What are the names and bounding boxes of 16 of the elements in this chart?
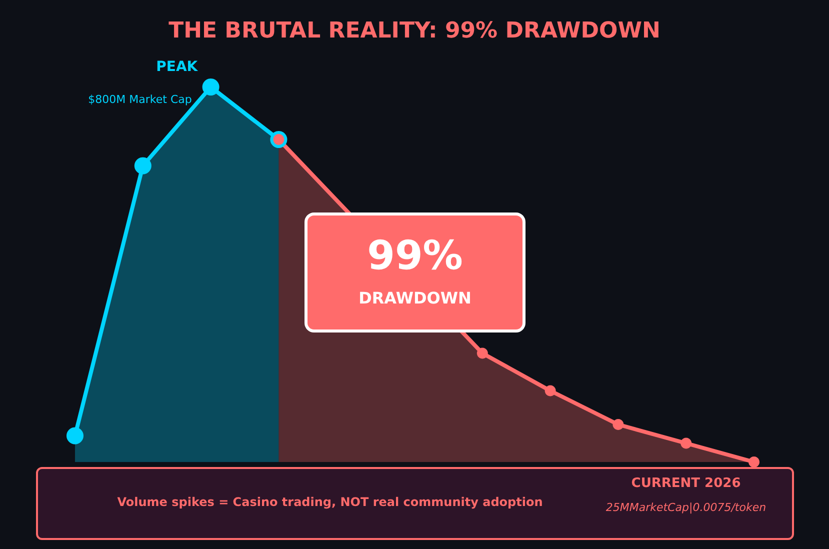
text: CURRENT 2026 [631, 476, 741, 491]
point [680, 438, 692, 449]
point [544, 385, 556, 396]
text: 25MMarketCap|0.0075/token [606, 501, 766, 514]
point [476, 348, 488, 359]
point [748, 456, 760, 468]
annotation: $800M Market Cap [88, 93, 192, 106]
annotation: DRAWDOWN [358, 288, 472, 308]
point [612, 419, 624, 430]
point [134, 157, 152, 174]
chart-title: THE BRUTAL REALITY: 99% DRAWDOWN [168, 18, 660, 44]
point [202, 78, 220, 96]
text: PEAK [156, 59, 199, 75]
point [66, 427, 84, 444]
text: Volume spikes = Casino trading, NOT real community adoption [117, 495, 543, 509]
annotation: 99% [367, 233, 463, 279]
